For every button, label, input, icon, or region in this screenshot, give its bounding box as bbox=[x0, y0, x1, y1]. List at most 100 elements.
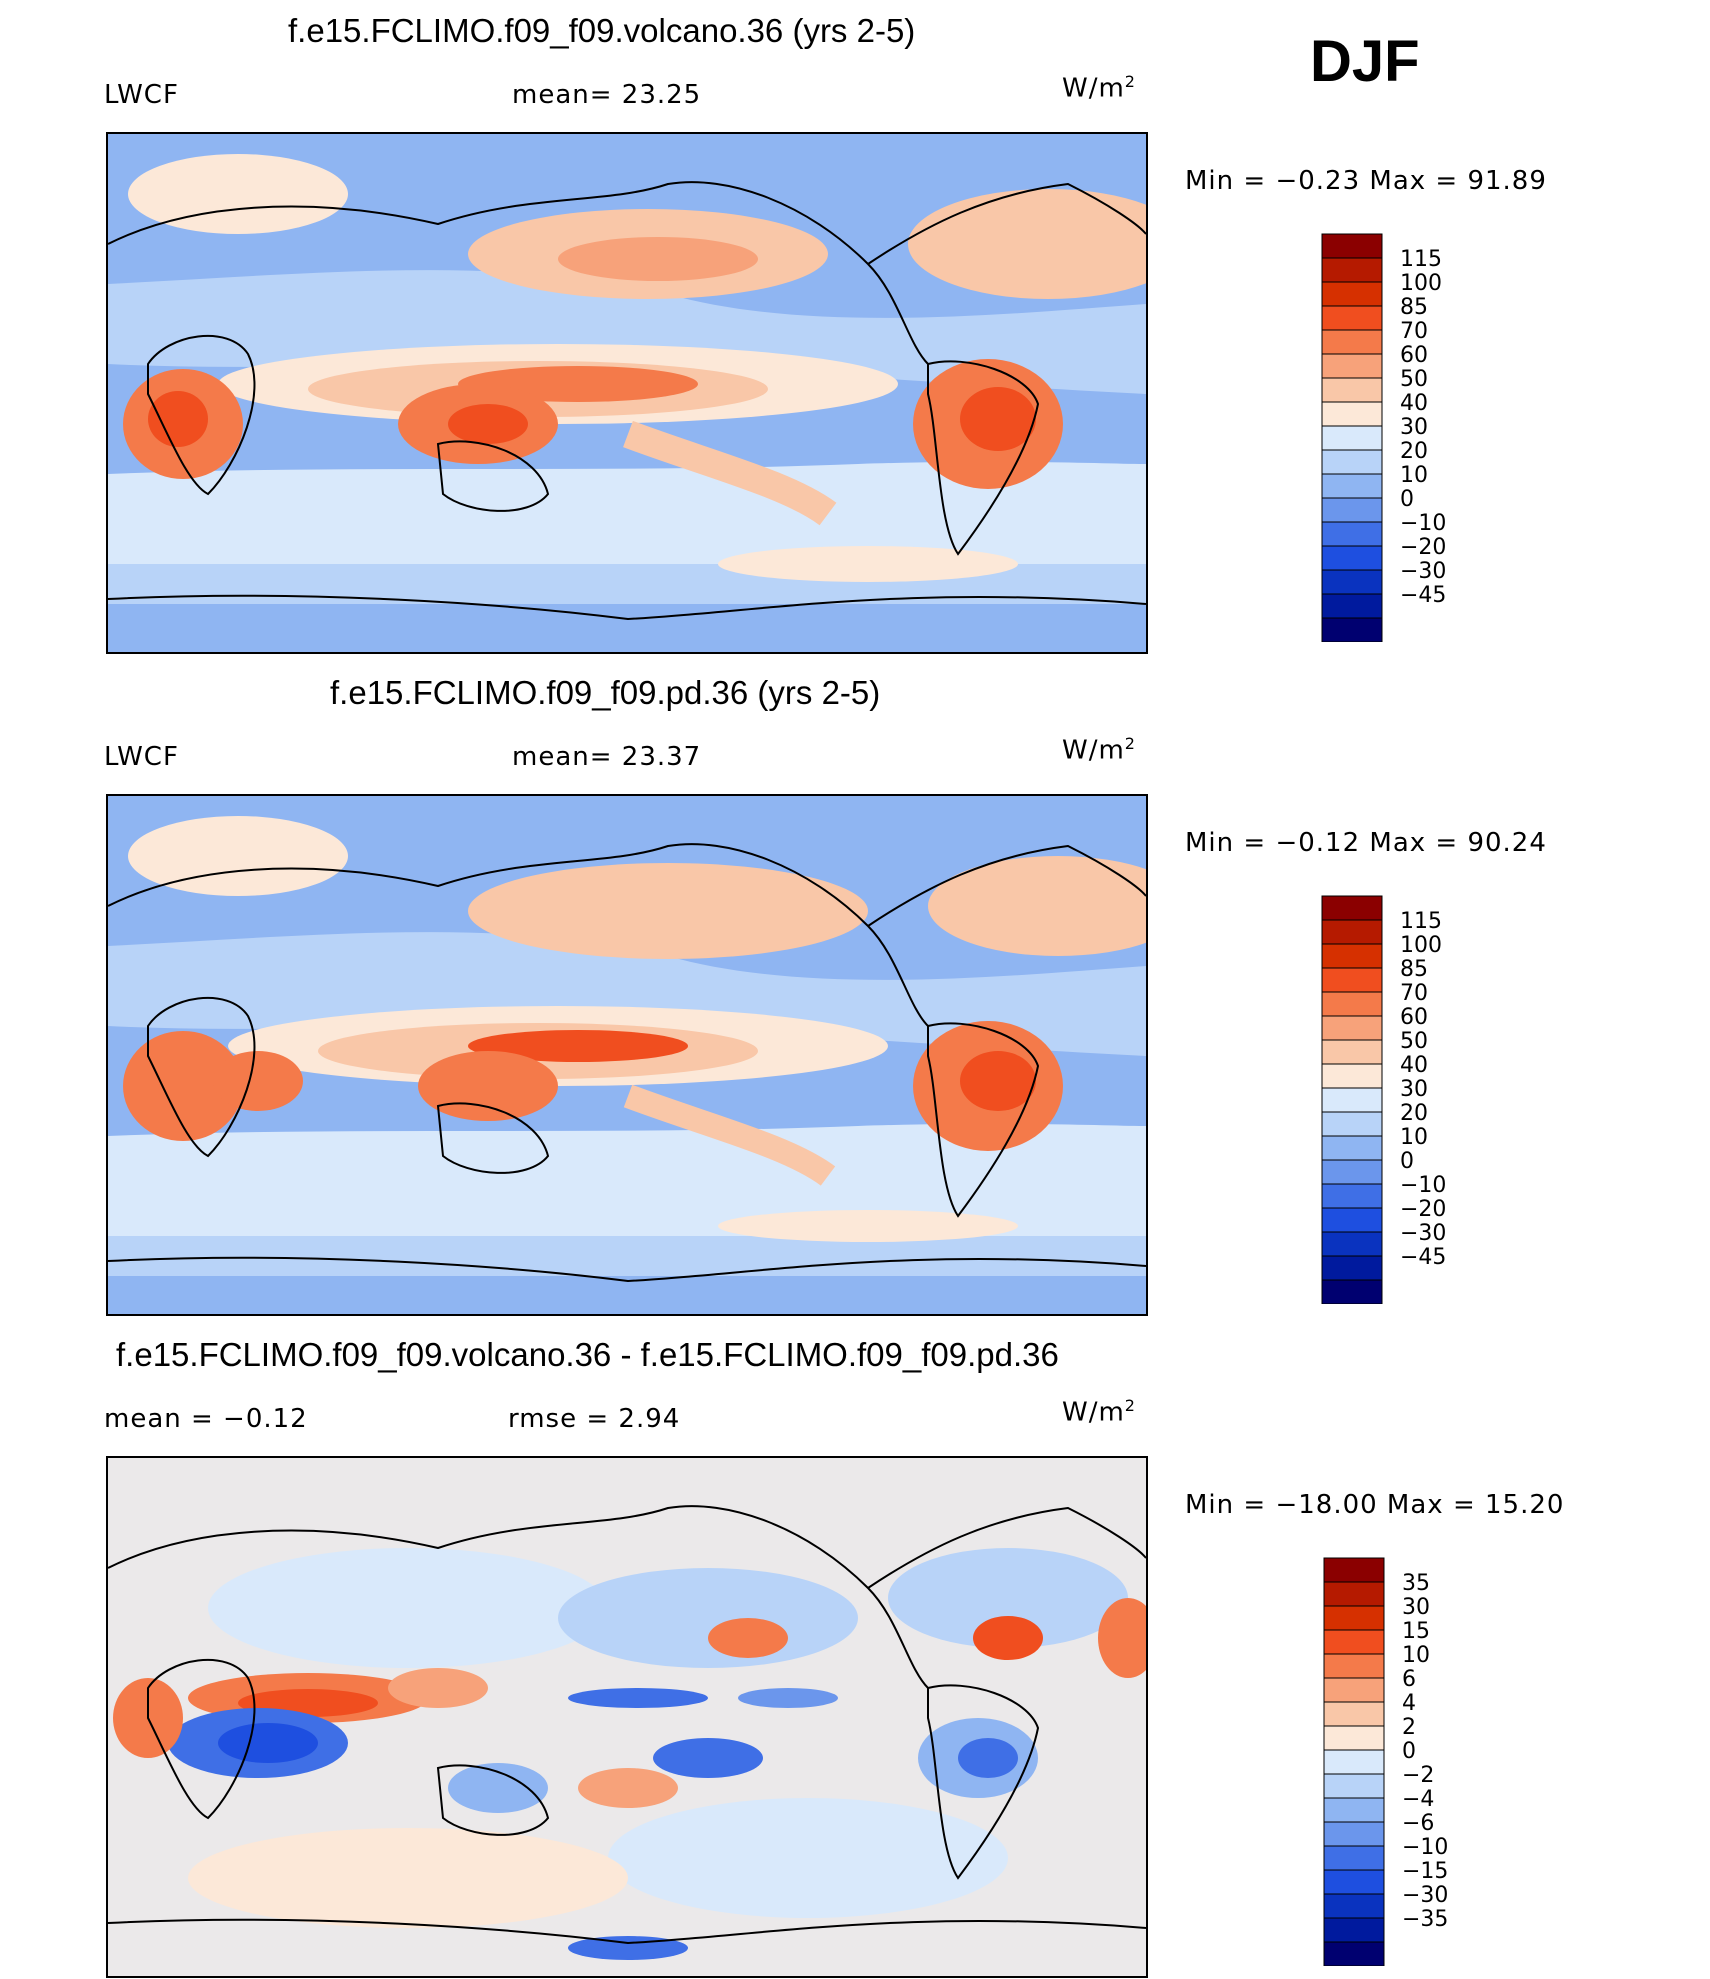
colorbar-tick-label: 6 bbox=[1402, 1667, 1416, 1692]
panel-3-map-svg bbox=[108, 1458, 1146, 1976]
colorbar-tick-label: 50 bbox=[1400, 367, 1428, 392]
colorbar-swatch bbox=[1321, 1135, 1383, 1161]
colorbar-tick-label: 30 bbox=[1400, 415, 1428, 440]
colorbar-tick-label: 30 bbox=[1400, 1077, 1428, 1102]
colorbar-swatch bbox=[1321, 281, 1383, 307]
colorbar-swatch bbox=[1323, 1725, 1385, 1751]
colorbar-tick-label: 15 bbox=[1402, 1619, 1430, 1644]
colorbar-swatch bbox=[1321, 1207, 1383, 1233]
colorbar-swatch bbox=[1321, 1039, 1383, 1065]
colorbar-tick-label: −35 bbox=[1402, 1907, 1448, 1932]
colorbar-tick-label: −10 bbox=[1400, 1173, 1446, 1198]
colorbar-swatch bbox=[1321, 473, 1383, 499]
colorbar-swatch bbox=[1321, 593, 1383, 619]
panel-3-rmse-label: rmse = 2.94 bbox=[508, 1404, 681, 1434]
colorbar-swatch bbox=[1321, 521, 1383, 547]
colorbar-tick-label: 30 bbox=[1402, 1595, 1430, 1620]
colorbar-swatch bbox=[1321, 305, 1383, 331]
colorbar-swatch bbox=[1323, 1797, 1385, 1823]
colorbar-tick-label: −30 bbox=[1400, 559, 1446, 584]
panel-2-minmax: Min = −0.12 Max = 90.24 bbox=[1185, 828, 1547, 858]
colorbar-swatch bbox=[1323, 1581, 1385, 1607]
colorbar-swatch bbox=[1321, 449, 1383, 475]
colorbar-tick-label: 20 bbox=[1400, 1101, 1428, 1126]
colorbar-tick-label: 4 bbox=[1402, 1691, 1416, 1716]
colorbar-tick-label: 35 bbox=[1402, 1571, 1430, 1596]
colorbar-swatch bbox=[1321, 497, 1383, 523]
panel-1-units: W/m2 bbox=[1062, 72, 1136, 104]
colorbar-swatch bbox=[1321, 233, 1383, 259]
colorbar-tick-label: 115 bbox=[1400, 247, 1442, 272]
colorbar-tick-label: 100 bbox=[1400, 271, 1442, 296]
colorbar-swatch bbox=[1323, 1677, 1385, 1703]
colorbar-swatch bbox=[1323, 1893, 1385, 1919]
colorbar-swatch bbox=[1321, 1015, 1383, 1041]
colorbar-tick-label: 115 bbox=[1400, 909, 1442, 934]
panel-2-map-svg bbox=[108, 796, 1146, 1314]
colorbar-tick-label: −45 bbox=[1400, 1245, 1446, 1270]
panel-1-mean-label: mean= 23.25 bbox=[512, 80, 702, 110]
colorbar-swatch bbox=[1321, 1087, 1383, 1113]
colorbar-tick-label: 10 bbox=[1402, 1643, 1430, 1668]
colorbar-swatch bbox=[1323, 1749, 1385, 1775]
colorbar-swatch bbox=[1321, 943, 1383, 969]
colorbar-tick-label: 10 bbox=[1400, 1125, 1428, 1150]
colorbar-tick-label: 20 bbox=[1400, 439, 1428, 464]
colorbar-swatch bbox=[1321, 1231, 1383, 1257]
colorbar-tick-label: −30 bbox=[1402, 1883, 1448, 1908]
colorbar-tick-label: −30 bbox=[1400, 1221, 1446, 1246]
colorbar-tick-label: 2 bbox=[1402, 1715, 1416, 1740]
colorbar-tick-label: 50 bbox=[1400, 1029, 1428, 1054]
panel-2-mean-label: mean= 23.37 bbox=[512, 742, 702, 772]
panel-2-variable-label: LWCF bbox=[104, 742, 179, 772]
colorbar-swatch bbox=[1323, 1845, 1385, 1871]
colorbar-tick-label: −10 bbox=[1400, 511, 1446, 536]
colorbar-tick-label: −6 bbox=[1402, 1811, 1434, 1836]
colorbar-tick-label: −20 bbox=[1400, 535, 1446, 560]
colorbar-swatch bbox=[1323, 1773, 1385, 1799]
colorbar-tick-label: 60 bbox=[1400, 343, 1428, 368]
colorbar-swatch bbox=[1321, 919, 1383, 945]
colorbar-swatch bbox=[1321, 617, 1383, 642]
colorbar-swatch bbox=[1321, 545, 1383, 571]
colorbar-swatch bbox=[1321, 1111, 1383, 1137]
panel-3-title: f.e15.FCLIMO.f09_f09.volcano.36 - f.e15.… bbox=[116, 1336, 1059, 1373]
colorbar-swatch bbox=[1321, 991, 1383, 1017]
panel-1-title: f.e15.FCLIMO.f09_f09.volcano.36 (yrs 2-5… bbox=[288, 12, 916, 49]
colorbar-tick-label: 85 bbox=[1400, 957, 1428, 982]
colorbar-swatch bbox=[1323, 1629, 1385, 1655]
colorbar-tick-label: 60 bbox=[1400, 1005, 1428, 1030]
colorbar-swatch bbox=[1321, 377, 1383, 403]
colorbar-tick-label: 10 bbox=[1400, 463, 1428, 488]
colorbar-swatch bbox=[1323, 1869, 1385, 1895]
panel-2-map bbox=[106, 794, 1148, 1316]
colorbar-tick-label: −4 bbox=[1402, 1787, 1434, 1812]
panel-1-variable-label: LWCF bbox=[104, 80, 179, 110]
colorbar-swatch bbox=[1321, 1183, 1383, 1209]
season-label: DJF bbox=[1310, 29, 1420, 94]
colorbar-tick-label: 0 bbox=[1400, 1149, 1414, 1174]
colorbar-tick-label: 0 bbox=[1402, 1739, 1416, 1764]
panel-1-minmax: Min = −0.23 Max = 91.89 bbox=[1185, 166, 1547, 196]
panel-3-mean-label: mean = −0.12 bbox=[104, 1404, 308, 1434]
colorbar-swatch bbox=[1321, 569, 1383, 595]
colorbar-swatch bbox=[1323, 1557, 1385, 1583]
colorbar-swatch bbox=[1321, 895, 1383, 921]
colorbar-swatch bbox=[1323, 1941, 1385, 1966]
colorbar-tick-label: 70 bbox=[1400, 981, 1428, 1006]
colorbar-swatch bbox=[1323, 1821, 1385, 1847]
colorbar-tick-label: 100 bbox=[1400, 933, 1442, 958]
colorbar-swatch bbox=[1321, 257, 1383, 283]
colorbar-tick-label: −15 bbox=[1402, 1859, 1448, 1884]
colorbar-tick-label: −2 bbox=[1402, 1763, 1434, 1788]
colorbar-tick-label: 85 bbox=[1400, 295, 1428, 320]
colorbar-swatch bbox=[1321, 967, 1383, 993]
colorbar-swatch bbox=[1321, 329, 1383, 355]
colorbar-tick-label: 40 bbox=[1400, 391, 1428, 416]
colorbar-tick-label: 0 bbox=[1400, 487, 1414, 512]
colorbar-swatch bbox=[1323, 1701, 1385, 1727]
colorbar-tick-label: 70 bbox=[1400, 319, 1428, 344]
colorbar-tick-label: −10 bbox=[1402, 1835, 1448, 1860]
